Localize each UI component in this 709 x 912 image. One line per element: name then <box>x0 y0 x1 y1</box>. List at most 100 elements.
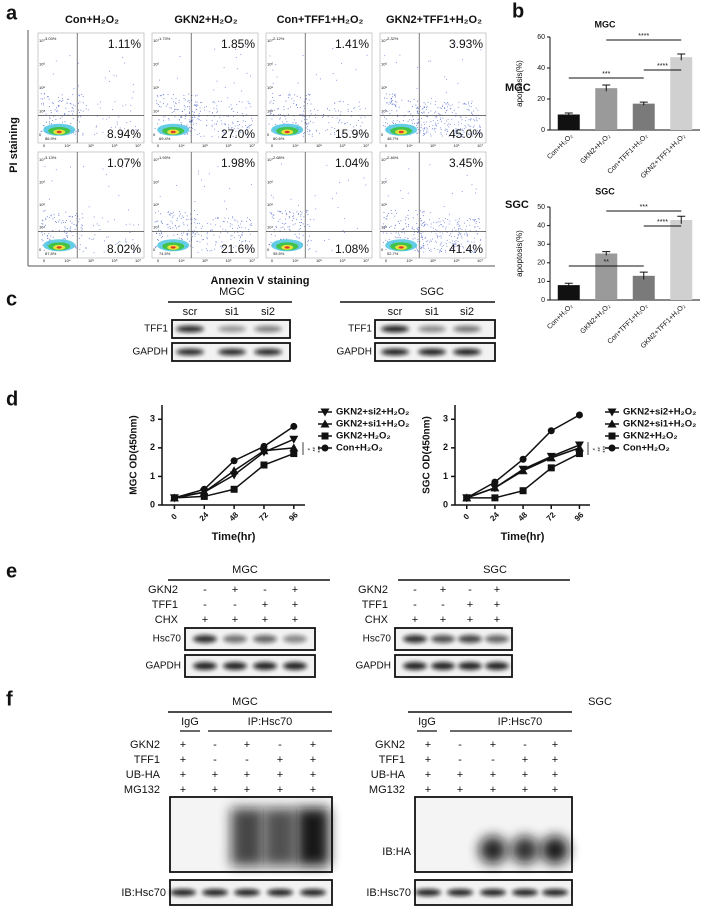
event-dot <box>269 110 271 112</box>
event-dot <box>467 124 469 126</box>
smear-lane <box>297 808 329 866</box>
event-dot <box>227 97 229 99</box>
event-dot <box>158 119 160 121</box>
tick-label: 10⁵ <box>153 85 159 90</box>
event-dot <box>411 119 413 121</box>
event-dot <box>391 101 393 103</box>
event-dot <box>282 121 284 123</box>
y-tick-label: 2 <box>150 442 155 452</box>
event-dot <box>88 206 90 208</box>
event-dot <box>188 229 190 231</box>
event-dot <box>299 210 301 212</box>
event-dot <box>439 113 441 115</box>
event-dot <box>176 77 178 79</box>
row-label: GAPDH <box>336 347 372 358</box>
event-dot <box>457 240 459 242</box>
event-dot <box>461 119 463 121</box>
event-dot <box>451 111 453 113</box>
event-dot <box>235 245 237 247</box>
cell-label: SGC <box>483 564 507 576</box>
event-dot <box>327 108 329 110</box>
condition-sign: - <box>233 599 237 611</box>
event-dot <box>160 220 162 222</box>
quadrant-percent: 21.6% <box>221 242 255 256</box>
event-dot <box>458 121 460 123</box>
event-dot <box>223 67 225 69</box>
event-dot <box>474 220 476 222</box>
tick-label: 10⁷ <box>39 157 45 162</box>
quadrant-percent: 3.93% <box>449 37 483 51</box>
event-dot <box>419 210 421 212</box>
event-dot <box>423 106 425 108</box>
event-dot <box>310 240 312 242</box>
event-dot <box>247 250 249 252</box>
event-dot <box>179 213 181 215</box>
event-dot <box>440 114 442 116</box>
event-dot <box>473 251 475 253</box>
event-dot <box>208 173 210 175</box>
event-dot <box>480 49 482 51</box>
event-dot <box>181 116 183 118</box>
event-dot <box>69 215 71 217</box>
event-dot <box>156 246 158 248</box>
event-dot <box>241 112 243 114</box>
band <box>193 662 217 670</box>
event-dot <box>251 120 253 122</box>
event-dot <box>201 235 203 237</box>
event-dot <box>189 108 191 110</box>
event-dot <box>475 222 477 224</box>
event-dot <box>41 234 43 236</box>
event-dot <box>447 103 449 105</box>
event-dot <box>198 113 200 115</box>
tick-label: 10⁶ <box>453 258 459 263</box>
event-dot <box>186 215 188 217</box>
event-dot <box>177 109 179 111</box>
event-dot <box>278 220 280 222</box>
condition-sign: + <box>552 754 558 766</box>
significance-label: **** <box>657 219 668 226</box>
event-dot <box>135 129 137 131</box>
event-dot <box>447 102 449 104</box>
event-dot <box>206 233 208 235</box>
event-dot <box>384 55 386 57</box>
event-dot <box>399 54 401 56</box>
event-dot <box>360 117 362 119</box>
event-dot <box>410 113 412 115</box>
density <box>170 130 176 134</box>
event-dot <box>270 100 272 102</box>
event-dot <box>40 98 42 100</box>
event-cloud <box>268 43 368 138</box>
tick-label: 10⁵ <box>267 202 273 207</box>
event-dot <box>176 220 178 222</box>
band <box>223 662 247 670</box>
event-dot <box>445 92 447 94</box>
event-dot <box>449 108 451 110</box>
event-dot <box>455 132 457 134</box>
event-dot <box>239 251 241 253</box>
event-dot <box>425 132 427 134</box>
event-dot <box>131 97 133 99</box>
event-dot <box>445 79 447 81</box>
event-cloud <box>382 42 482 138</box>
event-dot <box>478 132 480 134</box>
event-dot <box>392 122 394 124</box>
event-dot <box>423 112 425 114</box>
point <box>289 435 299 444</box>
event-dot <box>132 129 134 131</box>
event-dot <box>445 243 447 245</box>
event-dot <box>426 105 428 107</box>
condition-label: UB-HA <box>371 769 406 781</box>
lane-label: si1 <box>425 306 439 318</box>
event-dot <box>337 207 339 209</box>
condition-sign: + <box>277 754 283 766</box>
event-dot <box>334 128 336 130</box>
event-dot <box>233 237 235 239</box>
point <box>491 478 499 486</box>
event-dot <box>275 227 277 229</box>
event-dot <box>110 45 112 47</box>
condition-sign: + <box>212 784 218 796</box>
event-dot <box>359 108 361 110</box>
event-dot <box>479 250 481 252</box>
event-dot <box>388 239 390 241</box>
event-dot <box>421 236 423 238</box>
